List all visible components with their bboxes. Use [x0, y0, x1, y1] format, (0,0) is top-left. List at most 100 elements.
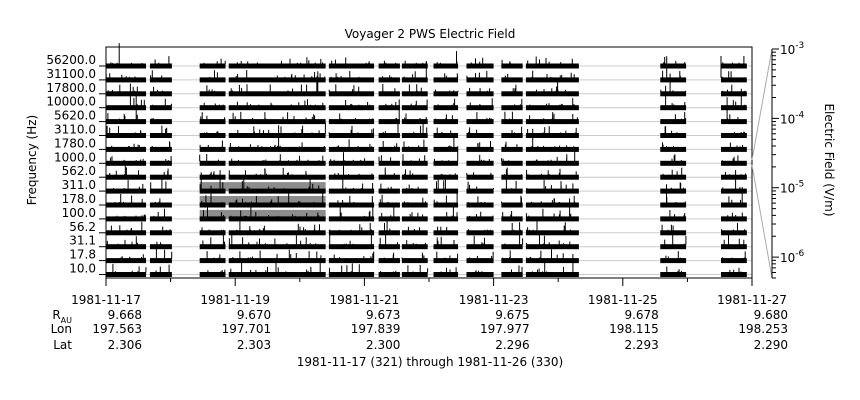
- chart-title: Voyager 2 PWS Electric Field: [345, 27, 516, 41]
- channel-trace: [433, 216, 459, 222]
- noise-band: [199, 209, 326, 219]
- channel-trace: [720, 119, 747, 125]
- channel-trace: [525, 230, 579, 236]
- channel-trace: [106, 272, 147, 277]
- channel-spikes: [502, 211, 513, 217]
- channel-trace: [228, 63, 326, 69]
- channel-trace: [525, 119, 579, 125]
- channel-trace: [149, 202, 172, 208]
- channel-trace: [525, 174, 579, 180]
- ephemeris-value-lon: 197.977: [480, 322, 530, 336]
- channel-spikes: [469, 211, 494, 217]
- channel-spikes: [112, 263, 147, 273]
- channel-spikes: [237, 122, 326, 134]
- channel-spikes: [525, 235, 571, 245]
- channel-trace: [525, 63, 579, 69]
- channel-trace: [433, 119, 459, 125]
- channel-trace: [328, 272, 375, 277]
- channel-spikes: [329, 229, 372, 245]
- channel-trace: [466, 216, 494, 222]
- channel-spikes: [725, 171, 747, 176]
- channel-spikes: [440, 267, 457, 273]
- channel-trace: [378, 202, 400, 208]
- channel-spikes: [466, 70, 488, 78]
- channel-trace: [228, 119, 326, 125]
- channel-spikes: [330, 158, 366, 162]
- y-axis-label: Frequency (Hz): [25, 115, 39, 206]
- channel-spikes: [339, 113, 374, 120]
- y-tick-label: 31.1: [69, 234, 96, 248]
- channel-trace: [378, 119, 400, 125]
- channel-spikes: [406, 184, 419, 190]
- channel-trace: [149, 160, 172, 166]
- y-tick-label: 31100.0: [46, 67, 96, 81]
- channel-trace: [228, 230, 326, 236]
- channel-spikes: [527, 56, 573, 64]
- ephemeris-value-lat: 2.296: [495, 338, 529, 352]
- channel-trace: [720, 63, 747, 69]
- channel-spikes: [339, 206, 374, 217]
- x-tick-label: 1981-11-21: [330, 293, 400, 307]
- channel-spikes: [531, 195, 576, 203]
- channel-spikes: [512, 84, 517, 92]
- plot-area: [105, 43, 752, 277]
- y-tick-label: 17.8: [69, 248, 96, 262]
- channel-trace: [378, 63, 400, 69]
- channel-spikes: [328, 84, 360, 92]
- channel-trace: [149, 91, 172, 97]
- channel-trace: [228, 77, 326, 83]
- ephemeris-value-lat: 2.303: [237, 338, 271, 352]
- channel-trace: [433, 160, 459, 166]
- channel-spikes: [403, 139, 425, 148]
- channel-spikes: [382, 84, 396, 92]
- channel-trace: [466, 202, 494, 208]
- channel-spikes: [337, 195, 373, 203]
- channel-trace: [199, 230, 226, 236]
- channel-spikes: [404, 113, 427, 120]
- channel-spikes: [476, 112, 492, 120]
- channel-spikes: [161, 125, 168, 134]
- channel-spikes: [721, 222, 746, 231]
- channel-trace: [106, 91, 147, 97]
- channel-trace: [378, 133, 400, 138]
- channel-spikes: [733, 131, 745, 134]
- channel-spikes: [469, 87, 491, 92]
- ephemeris-label-lon: Lon: [51, 322, 72, 336]
- channel-spikes: [436, 178, 446, 190]
- channel-trace: [433, 258, 459, 264]
- channel-trace: [149, 133, 172, 138]
- channel-trace: [378, 91, 400, 97]
- channel-spikes: [477, 141, 491, 148]
- channel-trace: [501, 188, 523, 194]
- channel-trace: [328, 91, 375, 97]
- y-tick-label: 562.0: [62, 164, 96, 178]
- channel-trace: [401, 119, 428, 125]
- x-tick-label: 1981-11-25: [588, 293, 658, 307]
- channel-spikes: [468, 127, 478, 134]
- channel-trace: [525, 146, 579, 152]
- channel-spikes: [109, 160, 139, 176]
- channel-spikes: [666, 266, 682, 273]
- channel-spikes: [241, 178, 320, 190]
- channel-spikes: [665, 251, 681, 259]
- channel-trace: [378, 258, 400, 264]
- channel-trace: [199, 160, 226, 166]
- channel-trace: [660, 77, 687, 83]
- ephemeris-value-lat: 2.293: [624, 338, 658, 352]
- channel-trace: [401, 105, 428, 111]
- channel-trace: [501, 160, 523, 166]
- channel-trace: [660, 202, 687, 208]
- colorbar-connector: [751, 164, 773, 279]
- channel-spikes: [201, 185, 223, 203]
- channel-trace: [328, 146, 375, 152]
- colorbar: 10-3 10-4 10-5 10-6: [751, 41, 805, 279]
- channel-trace: [660, 174, 687, 180]
- channel-spikes: [228, 234, 317, 245]
- channel-trace: [433, 77, 459, 83]
- channel-spikes: [436, 251, 459, 259]
- channel-spikes: [434, 146, 459, 162]
- channel-trace: [660, 230, 687, 236]
- channel-spikes: [236, 221, 320, 231]
- colorbar-tick-label: 10-3: [780, 41, 804, 57]
